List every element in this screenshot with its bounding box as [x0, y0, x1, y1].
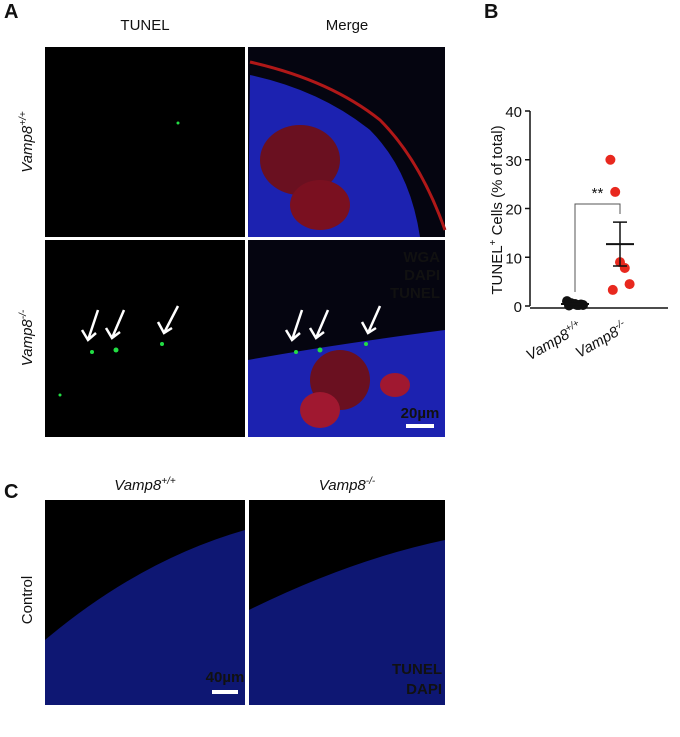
data-point [610, 186, 621, 197]
panel-label: C [4, 481, 18, 503]
x-tick-label: Vamp8+/+ [523, 318, 585, 364]
column-header: Vamp8+/+ [114, 476, 176, 494]
panel-label: B [484, 1, 498, 23]
row-label: Vamp8-/- [18, 309, 36, 366]
micrographs [45, 47, 447, 705]
x-tick-label-base: Vamp8 [523, 326, 573, 365]
error-bar [568, 302, 582, 306]
column-header-base: Vamp8 [319, 477, 367, 494]
legend-entry: DAPI [404, 267, 440, 284]
y-tick-label: 0 [514, 299, 522, 316]
column-header: Merge [326, 17, 369, 34]
row-label: Vamp8+/+ [18, 111, 36, 173]
legend-entry: DAPI [406, 681, 442, 698]
legend-entry: WGA [403, 249, 440, 266]
data-point [624, 279, 635, 290]
y-axis-label-base: TUNEL [489, 245, 506, 294]
panel-label: A [4, 1, 18, 23]
y-tick-label: 30 [505, 153, 522, 170]
column-header: TUNEL [120, 17, 169, 34]
row-label-base: Vamp8 [19, 319, 36, 367]
legend-entry: TUNEL [392, 661, 442, 678]
scale-bar-label: 20µm [401, 405, 440, 422]
scale-bar-label: 40µm [206, 669, 245, 686]
x-tick-label: Vamp8-/- [572, 318, 630, 362]
legend-entry: TUNEL [390, 285, 440, 302]
y-axis-label: TUNEL+ Cells (% of total) [488, 125, 506, 294]
row-label-sup: -/- [18, 309, 29, 319]
significance-bracket [574, 203, 621, 292]
data-point [607, 284, 618, 295]
row-label-base: Vamp8 [19, 125, 36, 173]
column-header-sup: -/- [366, 476, 376, 487]
row-label: Control [19, 576, 36, 624]
data-point [619, 262, 630, 273]
column-header-sup: +/+ [161, 476, 176, 487]
significance-label: ** [592, 185, 604, 202]
column-header-base: Vamp8 [114, 477, 162, 494]
y-axis-label-rest: Cells (% of total) [489, 125, 506, 239]
y-tick-label: 10 [505, 250, 522, 267]
y-tick-label: 40 [505, 104, 522, 121]
row-label-sup: +/+ [18, 111, 29, 126]
data-point [605, 154, 616, 165]
y-axis-label-sup: + [488, 239, 499, 245]
y-tick-label: 20 [505, 202, 522, 219]
error-bar [613, 221, 627, 267]
x-tick-label-base: Vamp8 [573, 323, 623, 362]
column-header: Vamp8-/- [319, 476, 376, 494]
